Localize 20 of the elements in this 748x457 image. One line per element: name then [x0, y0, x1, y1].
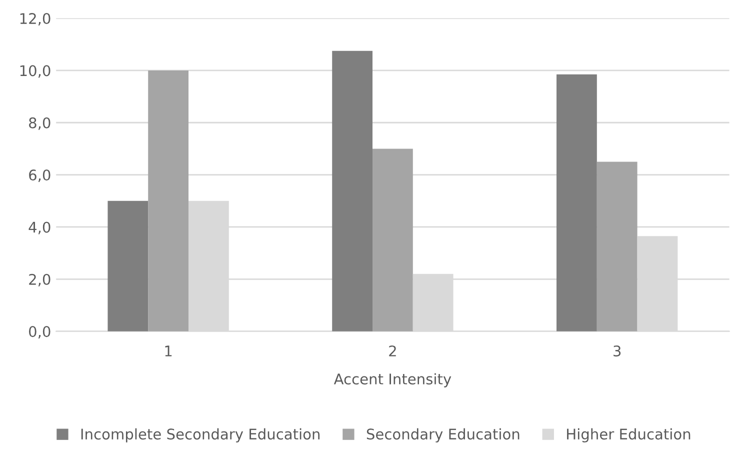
legend-label: Secondary Education [366, 428, 520, 442]
x-tick-label: 1 [165, 346, 172, 356]
legend-label: Incomplete Secondary Education [81, 428, 320, 442]
bar [148, 70, 188, 332]
y-tick-label: 4,0 [28, 222, 50, 234]
x-axis-title: Accent Intensity [334, 373, 452, 388]
y-tick-label: 6,0 [29, 170, 50, 182]
y-tick-label: 0,0 [29, 326, 50, 339]
legend-label: Higher Education [567, 428, 690, 442]
bar [108, 200, 148, 332]
x-tick-label: 3 [614, 345, 621, 356]
bar [596, 162, 638, 332]
y-tick-label: 10,0 [20, 65, 50, 78]
y-tick-label: 2,0 [29, 274, 50, 286]
y-tick-label: 12,0 [20, 12, 50, 26]
y-tick-label: 8,0 [29, 117, 50, 130]
bar [332, 50, 373, 332]
bar [556, 74, 597, 332]
x-tick-label: 2 [389, 345, 396, 356]
bar [372, 148, 413, 332]
